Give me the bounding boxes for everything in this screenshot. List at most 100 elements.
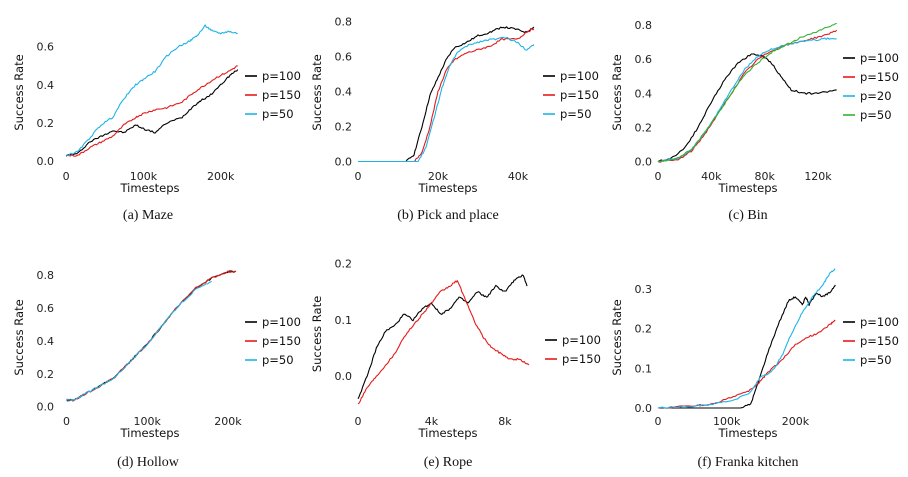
y-tick-label: 0.6: [635, 53, 653, 66]
series-line-p=50: [66, 280, 212, 402]
y-tick-label: 0.2: [335, 258, 353, 271]
chart-panel-4: 0.0 0.2 0.4 0.6 0.8 0 100k 200k Timesteps Success…: [12, 269, 301, 470]
series-line-p=100: [66, 270, 237, 402]
y-tick-label: 0.2: [635, 323, 653, 336]
y-tick-label: 0.8: [37, 269, 55, 282]
y-tick-label: 0.0: [335, 156, 353, 169]
x-tick-label: 100k: [130, 170, 158, 183]
panel-caption: (d) Hollow: [117, 455, 180, 470]
y-tick-label: 0.8: [335, 16, 353, 29]
y-tick-label: 0.6: [37, 302, 55, 315]
series-line-p=50: [657, 22, 837, 163]
x-tick-label: 40k: [508, 170, 529, 183]
legend-label: p=100: [262, 315, 301, 329]
x-tick-label: 20k: [428, 170, 449, 183]
legend-label: p=150: [262, 88, 301, 102]
series-line-p=150: [358, 28, 535, 163]
series-line-p=100: [358, 26, 535, 163]
y-tick-label: 0.1: [635, 362, 653, 375]
y-tick-label: 0.4: [37, 335, 55, 348]
series-line-p=100: [357, 274, 528, 399]
series-line-p=100: [658, 284, 836, 409]
x-tick-label: 200k: [214, 415, 242, 428]
x-tick-label: 200k: [207, 170, 235, 183]
legend-label: p=50: [262, 353, 294, 367]
y-tick-label: 0.6: [37, 41, 55, 54]
x-tick-label: 0: [355, 170, 362, 183]
x-tick-label: 80k: [754, 170, 775, 183]
series-line-p=150: [357, 280, 530, 405]
series-line-p=50: [358, 36, 535, 163]
legend-label: p=150: [860, 70, 899, 84]
y-axis-label: Success Rate: [310, 296, 324, 372]
x-axis-label: Timesteps: [417, 426, 477, 440]
x-axis-label: Timesteps: [717, 181, 777, 195]
y-tick-label: 0.4: [335, 86, 353, 99]
legend-label: p=20: [860, 89, 892, 103]
x-axis-label: Timesteps: [717, 426, 777, 440]
x-tick-label: 0: [655, 170, 662, 183]
legend-label: p=150: [562, 352, 601, 366]
legend-label: p=50: [262, 107, 294, 121]
y-tick-label: 0.1: [335, 314, 353, 327]
y-tick-label: 0.2: [635, 121, 653, 134]
panel-caption: (e) Rope: [424, 455, 473, 470]
series-line-p=100: [657, 53, 837, 163]
y-tick-label: 0.8: [635, 19, 653, 32]
x-tick-label: 40k: [701, 170, 722, 183]
legend-label: p=100: [262, 69, 301, 83]
x-tick-label: 8k: [498, 415, 512, 428]
y-tick-label: 0.0: [37, 401, 55, 414]
series-line-p=150: [657, 29, 838, 163]
y-axis-label: Success Rate: [310, 54, 324, 130]
chart-panel-6: 0.0 0.1 0.2 0.3 0 100k 200k Timesteps Success Ra…: [610, 268, 899, 470]
panel-caption: (c) Bin: [728, 208, 767, 223]
x-tick-label: 4k: [425, 415, 439, 428]
legend-label: p=100: [860, 315, 899, 329]
panel-caption: (f) Franka kitchen: [697, 455, 798, 470]
legend-label: p=100: [562, 333, 601, 347]
x-tick-label: 120k: [804, 170, 832, 183]
legend-label: p=50: [860, 108, 892, 122]
legend-label: p=150: [560, 88, 599, 102]
y-tick-label: 0.6: [335, 51, 353, 64]
x-axis-label: Timesteps: [119, 426, 179, 440]
y-axis-label: Success Rate: [610, 299, 624, 375]
chart-panel-5: 0.0 0.1 0.2 0 4k 8k Timesteps Success Rate p=100…: [310, 258, 601, 470]
y-tick-label: 0.0: [635, 402, 653, 415]
series-line-p=150: [65, 65, 238, 157]
y-tick-label: 0.0: [635, 156, 653, 169]
legend-label: p=100: [560, 69, 599, 83]
x-tick-label: 100k: [133, 415, 161, 428]
chart-panel-3: 0.0 0.2 0.4 0.6 0.8 0 40k 80k 120k Timesteps Succe…: [610, 19, 899, 223]
y-tick-label: 0.2: [37, 117, 55, 130]
x-tick-label: 200k: [782, 415, 810, 428]
y-tick-label: 0.3: [635, 283, 653, 296]
series-line-p=100: [65, 69, 239, 157]
x-axis-label: Timesteps: [119, 181, 179, 195]
series-line-p=50: [657, 268, 836, 409]
y-axis-label: Success Rate: [12, 299, 26, 375]
y-axis-label: Success Rate: [12, 54, 26, 130]
series-line-p=150: [66, 270, 237, 402]
y-tick-label: 0.0: [37, 155, 55, 168]
legend-label: p=150: [262, 334, 301, 348]
panel-caption: (a) Maze: [123, 208, 173, 223]
y-tick-label: 0.4: [635, 87, 653, 100]
panel-caption: (b) Pick and place: [397, 208, 498, 223]
y-tick-label: 0.2: [37, 368, 55, 381]
x-tick-label: 100k: [713, 415, 741, 428]
x-tick-label: 0: [655, 415, 662, 428]
legend-label: p=150: [860, 334, 899, 348]
y-axis-label: Success Rate: [610, 54, 624, 130]
x-axis-label: Timesteps: [417, 181, 477, 195]
legend-label: p=100: [860, 51, 899, 65]
y-tick-label: 0.0: [335, 370, 353, 383]
series-line-p=50: [65, 24, 238, 156]
y-tick-label: 0.4: [37, 79, 55, 92]
y-tick-label: 0.2: [335, 121, 353, 134]
x-tick-label: 0: [63, 415, 70, 428]
x-tick-label: 0: [355, 415, 362, 428]
series-line-p=150: [657, 319, 836, 409]
chart-panel-2: 0.0 0.2 0.4 0.6 0.8 0 20k 40k Timesteps Success R…: [310, 16, 599, 223]
